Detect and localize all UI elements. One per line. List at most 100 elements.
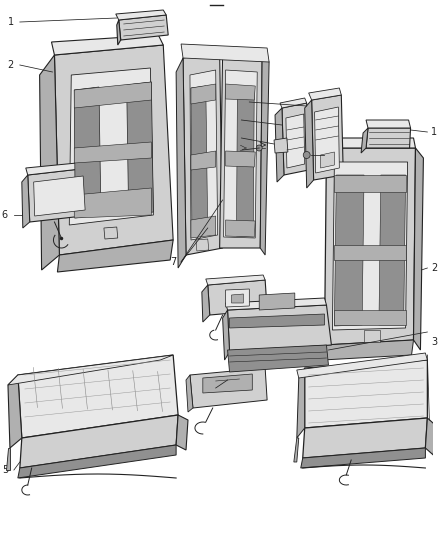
Polygon shape (183, 52, 223, 255)
Polygon shape (223, 310, 230, 360)
Polygon shape (226, 289, 249, 307)
Polygon shape (379, 175, 406, 325)
Polygon shape (260, 55, 269, 255)
Polygon shape (228, 305, 332, 352)
Polygon shape (208, 280, 267, 315)
Text: 6: 6 (2, 210, 8, 220)
Polygon shape (280, 98, 307, 108)
Polygon shape (8, 375, 22, 448)
Polygon shape (321, 152, 334, 168)
Polygon shape (425, 418, 435, 455)
Polygon shape (413, 148, 424, 350)
Polygon shape (303, 418, 427, 458)
Polygon shape (6, 448, 10, 470)
Polygon shape (230, 314, 325, 328)
Polygon shape (226, 84, 255, 100)
Polygon shape (228, 345, 328, 372)
Polygon shape (219, 52, 262, 248)
Polygon shape (18, 445, 176, 478)
Polygon shape (39, 55, 60, 270)
Polygon shape (191, 84, 215, 104)
Text: 7: 7 (170, 257, 176, 267)
Polygon shape (116, 10, 166, 20)
Text: 2: 2 (7, 60, 14, 70)
Polygon shape (176, 58, 186, 268)
Polygon shape (366, 128, 410, 148)
Polygon shape (232, 294, 244, 303)
Polygon shape (22, 175, 30, 228)
Polygon shape (119, 15, 168, 40)
Polygon shape (8, 355, 173, 385)
Polygon shape (74, 82, 152, 108)
Polygon shape (57, 240, 173, 272)
Polygon shape (366, 120, 410, 128)
Polygon shape (314, 107, 339, 173)
Text: 9: 9 (231, 133, 237, 143)
Text: 11: 11 (233, 97, 245, 107)
Polygon shape (176, 415, 188, 450)
Polygon shape (26, 162, 89, 175)
Polygon shape (20, 415, 178, 468)
Circle shape (303, 151, 310, 158)
Polygon shape (54, 45, 173, 255)
Polygon shape (191, 151, 215, 170)
Polygon shape (364, 330, 380, 342)
Polygon shape (206, 275, 265, 285)
Text: 4: 4 (205, 383, 212, 393)
Polygon shape (226, 220, 255, 237)
Polygon shape (186, 375, 193, 412)
Text: 5: 5 (2, 465, 8, 475)
Text: 1: 1 (431, 127, 438, 137)
Polygon shape (259, 293, 295, 310)
Polygon shape (305, 360, 427, 428)
Polygon shape (322, 138, 416, 148)
Polygon shape (322, 340, 413, 360)
Polygon shape (334, 245, 406, 260)
Polygon shape (301, 448, 425, 468)
Text: 10: 10 (225, 115, 237, 125)
Text: 1: 1 (8, 17, 14, 27)
Text: 2: 2 (431, 263, 438, 273)
Polygon shape (52, 35, 163, 55)
Polygon shape (203, 374, 252, 393)
Polygon shape (190, 368, 267, 408)
Polygon shape (191, 216, 215, 238)
Polygon shape (237, 86, 254, 237)
Polygon shape (309, 88, 341, 100)
Polygon shape (334, 310, 406, 325)
Polygon shape (181, 44, 269, 62)
Polygon shape (74, 188, 152, 218)
Polygon shape (202, 285, 210, 322)
Polygon shape (226, 151, 255, 167)
Polygon shape (224, 70, 257, 238)
Polygon shape (334, 175, 406, 192)
Polygon shape (332, 162, 408, 330)
Polygon shape (334, 175, 364, 326)
Text: 3: 3 (431, 337, 438, 347)
Polygon shape (274, 138, 288, 153)
Polygon shape (127, 82, 153, 215)
Polygon shape (34, 176, 85, 216)
Polygon shape (69, 68, 153, 225)
Polygon shape (226, 298, 326, 310)
Polygon shape (311, 95, 343, 180)
Polygon shape (361, 128, 368, 153)
Polygon shape (196, 239, 209, 251)
Polygon shape (74, 87, 101, 218)
Polygon shape (74, 142, 152, 163)
Polygon shape (104, 227, 118, 239)
Polygon shape (297, 368, 305, 438)
Polygon shape (191, 86, 208, 237)
Polygon shape (18, 355, 178, 438)
Polygon shape (294, 438, 299, 462)
Text: 8: 8 (328, 150, 335, 160)
Polygon shape (282, 103, 309, 175)
Polygon shape (190, 70, 218, 240)
Polygon shape (325, 148, 416, 345)
Text: 8: 8 (233, 143, 240, 153)
Polygon shape (28, 168, 92, 222)
Polygon shape (275, 108, 284, 182)
Polygon shape (286, 114, 305, 168)
Polygon shape (305, 100, 314, 188)
Polygon shape (297, 353, 427, 378)
